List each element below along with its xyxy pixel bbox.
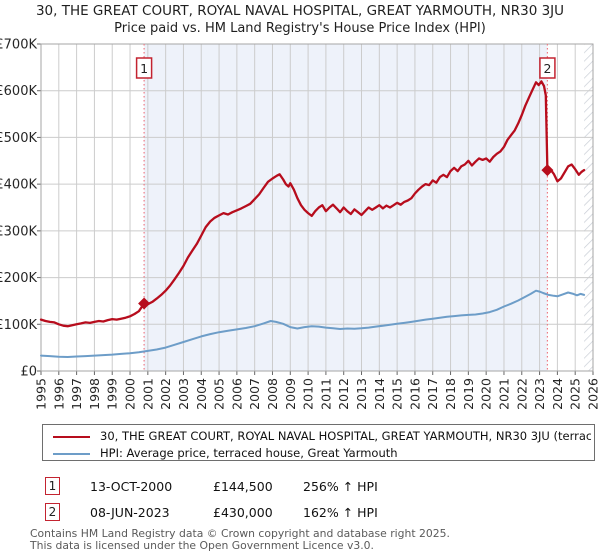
x-axis-label: 2001 — [140, 378, 155, 410]
sale-1-hpi-change: 256% ↑ HPI — [303, 479, 378, 494]
x-axis-label: 2014 — [372, 378, 387, 410]
footer-line-2: This data is licensed under the Open Gov… — [30, 538, 374, 552]
x-axis-label: 2019 — [461, 378, 476, 410]
x-axis-label: 1995 — [34, 378, 49, 410]
x-axis-label: 2023 — [532, 378, 547, 410]
y-axis-label: £600K — [0, 84, 37, 99]
sale-1-date: 13-OCT-2000 — [90, 479, 173, 494]
x-axis-label: 2012 — [336, 378, 351, 410]
sale-1-marker-badge: 1 — [45, 477, 60, 495]
sale-annotation-row: 1 13-OCT-2000 £144,500 256% ↑ HPI — [0, 477, 600, 499]
sale-number-box — [539, 57, 556, 79]
x-axis-label: 2010 — [301, 378, 316, 410]
x-axis-label: 1996 — [51, 378, 66, 410]
property-line-swatch — [53, 436, 90, 438]
y-axis-label: £400K — [0, 178, 37, 193]
legend-item-hpi: HPI: Average price, terraced house, Grea… — [43, 445, 591, 462]
chart-legend: 30, THE GREAT COURT, ROYAL NAVAL HOSPITA… — [42, 424, 595, 461]
sale-diamond-marker — [541, 164, 554, 177]
plot-border — [40, 43, 594, 372]
x-axis-label: 2002 — [158, 378, 173, 410]
legend-item-property: 30, THE GREAT COURT, ROYAL NAVAL HOSPITA… — [43, 428, 591, 445]
sale-annotation-row: 2 08-JUN-2023 £430,000 162% ↑ HPI — [0, 503, 600, 525]
y-axis-label: £300K — [0, 224, 37, 239]
x-axis-label: 2016 — [407, 378, 422, 410]
x-axis-label: 2004 — [194, 378, 209, 410]
legend-label-hpi: HPI: Average price, terraced house, Grea… — [100, 446, 398, 460]
page-subtitle: Price paid vs. HM Land Registry's House … — [114, 21, 486, 36]
x-axis-label: 2024 — [550, 378, 565, 410]
no-data-hatched-region — [584, 44, 593, 371]
y-axis-label: £200K — [0, 271, 37, 286]
x-axis-label: 2022 — [514, 378, 529, 410]
x-axis-label: 2013 — [354, 378, 369, 410]
y-axis-label: £500K — [0, 131, 37, 146]
page-title: 30, THE GREAT COURT, ROYAL NAVAL HOSPITA… — [35, 3, 565, 19]
x-axis-label: 1999 — [105, 378, 120, 410]
sale-number-box — [135, 57, 153, 79]
sale-2-marker-badge: 2 — [45, 503, 60, 521]
x-axis-label: 2005 — [212, 378, 227, 410]
between-sales-shading — [144, 44, 548, 371]
hpi-line-series — [40, 289, 586, 358]
x-axis-label: 2007 — [247, 378, 262, 410]
x-axis-label: 2008 — [265, 378, 280, 410]
x-axis-label: 2021 — [496, 378, 511, 410]
license-footer: Contains HM Land Registry data © Crown c… — [30, 528, 590, 551]
price-history-chart[interactable]: 1995 1996 1997 1998 1999 2000 2001 2002 2003 2004… — [0, 0, 600, 420]
x-axis-label: 2006 — [229, 378, 244, 410]
x-axis-label: 1998 — [87, 378, 102, 410]
sale-2-hpi-change: 162% ↑ HPI — [303, 505, 378, 520]
x-axis-label: 2000 — [123, 378, 138, 410]
sale-diamond-marker — [138, 297, 151, 310]
x-axis-label: 2011 — [318, 378, 333, 410]
y-axis-label: £700K — [0, 38, 37, 53]
legend-label-property: 30, THE GREAT COURT, ROYAL NAVAL HOSPITA… — [100, 429, 591, 443]
footer-line-1: Contains HM Land Registry data © Crown c… — [30, 527, 450, 540]
sale-number-label: 2 — [543, 61, 551, 76]
x-axis-label: 2009 — [283, 378, 298, 410]
y-axis-label: £100K — [0, 318, 37, 333]
x-axis-label: 2026 — [586, 378, 600, 410]
y-axis-label: £0 — [20, 365, 37, 380]
sale-1-price: £144,500 — [213, 479, 273, 494]
x-axis-label: 2020 — [479, 378, 494, 410]
sale-2-price: £430,000 — [213, 505, 273, 520]
x-axis-label: 2015 — [390, 378, 405, 410]
sale-2-date: 08-JUN-2023 — [90, 505, 170, 520]
x-axis-label: 2017 — [425, 378, 440, 410]
hpi-line-swatch — [53, 453, 90, 455]
x-axis-label: 2025 — [568, 378, 583, 410]
sale-number-label: 1 — [140, 61, 148, 76]
x-axis-label: 2018 — [443, 378, 458, 410]
x-axis-label: 2003 — [176, 378, 191, 410]
x-axis-label: 1997 — [69, 378, 84, 410]
